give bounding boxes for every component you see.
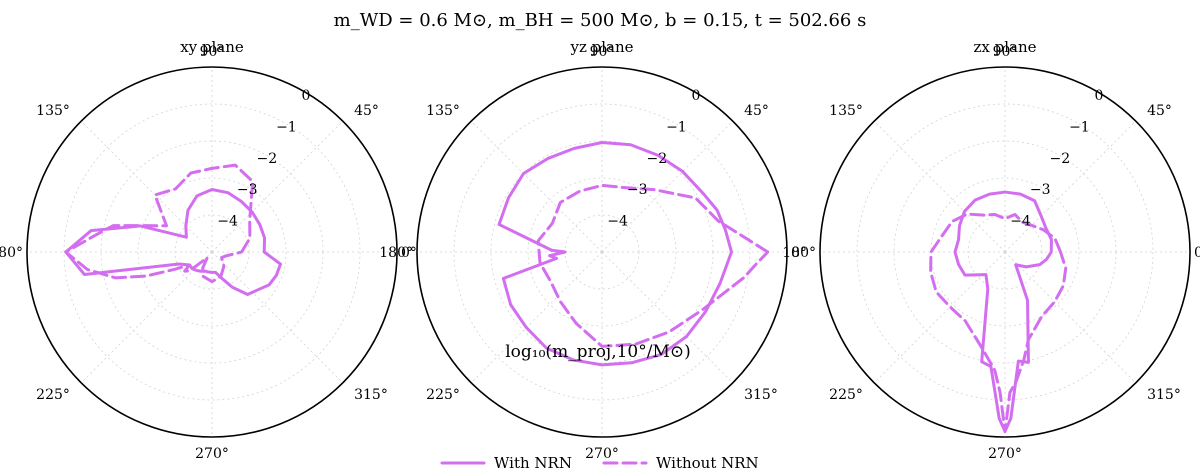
theta-tick-label: 0° xyxy=(401,245,417,261)
theta-tick-label: 270° xyxy=(195,446,229,462)
theta-tick-label: 315° xyxy=(354,387,388,403)
theta-tick-label: 180° xyxy=(782,245,816,261)
grid-ring xyxy=(137,177,287,327)
polar-panel-2: 0° 45° 90° 135° 180° 225° 270° 315° 0 −1 −2 −3 −4 yz … xyxy=(379,38,807,462)
series-line-with-nrn xyxy=(953,190,1053,433)
r-tick-label: −1 xyxy=(276,120,297,136)
radial-axis-label: log₁₀(m_proj,10°/M⊙) xyxy=(505,342,691,362)
panel-title: xy plane xyxy=(180,38,244,56)
series-line-with-nrn xyxy=(64,187,282,297)
series-line-with-nrn xyxy=(497,140,733,367)
theta-tick-label: 225° xyxy=(36,387,70,403)
theta-tick-label: 315° xyxy=(1147,387,1181,403)
legend: With NRN Without NRN xyxy=(440,454,759,468)
grid-ring xyxy=(856,103,1154,401)
theta-tick-label: 45° xyxy=(1147,103,1172,119)
polar-frame xyxy=(819,66,1191,438)
grid-spoke xyxy=(80,120,213,253)
polar-panels: 0° 45° 90° 135° 180° 225° 270° 315° 0 −1 −2 −3 −4 xy … xyxy=(0,38,1200,462)
r-tick-label: −4 xyxy=(217,214,238,230)
grid-spoke xyxy=(601,251,734,384)
panel-title: zx plane xyxy=(973,38,1036,56)
theta-tick-label: 90° xyxy=(993,44,1018,60)
theta-tick-label: 270° xyxy=(585,446,619,462)
theta-tick-label: 135° xyxy=(426,103,460,119)
theta-tick-label: 225° xyxy=(426,387,460,403)
legend-label-with-nrn: With NRN xyxy=(494,454,572,468)
grid-spoke xyxy=(470,120,603,253)
r-tick-label: −3 xyxy=(237,182,258,198)
polar-frame xyxy=(416,66,788,438)
theta-tick-label: 180° xyxy=(0,245,23,261)
theta-tick-label: 315° xyxy=(744,387,778,403)
theta-tick-label: 270° xyxy=(988,446,1022,462)
r-tick-label: −1 xyxy=(666,120,687,136)
r-tick-label: 0 xyxy=(692,88,701,104)
grid-spoke xyxy=(80,251,213,384)
theta-tick-label: 225° xyxy=(829,387,863,403)
theta-tick-label: 0° xyxy=(791,245,807,261)
grid-spoke xyxy=(211,120,344,253)
r-tick-label: −2 xyxy=(1049,151,1070,167)
theta-tick-label: 90° xyxy=(200,44,225,60)
grid-ring xyxy=(63,103,361,401)
r-tick-label: 0 xyxy=(302,88,311,104)
theta-tick-label: 45° xyxy=(354,103,379,119)
grid-spoke xyxy=(601,120,734,253)
grid-spoke xyxy=(470,251,603,384)
grid-spoke xyxy=(211,251,344,384)
series-line-without-nrn xyxy=(929,212,1068,433)
polar-panel-1: 0° 45° 90° 135° 180° 225° 270° 315° 0 −1 −2 −3 −4 xy … xyxy=(0,38,417,462)
theta-tick-label: 135° xyxy=(36,103,70,119)
polar-frame xyxy=(26,66,398,438)
r-tick-label: −3 xyxy=(627,182,648,198)
r-tick-label: 0 xyxy=(1095,88,1104,104)
r-tick-label: −2 xyxy=(646,151,667,167)
grid-ring xyxy=(930,177,1080,327)
theta-tick-label: 0° xyxy=(1194,245,1200,261)
r-tick-label: −3 xyxy=(1030,182,1051,198)
series-line-without-nrn xyxy=(536,183,770,348)
grid-spoke xyxy=(1004,120,1137,253)
grid-spoke xyxy=(1004,251,1137,384)
theta-tick-label: 45° xyxy=(744,103,769,119)
r-tick-label: −4 xyxy=(1010,214,1031,230)
polar-panel-3: 0° 45° 90° 135° 180° 225° 270° 315° 0 −1 −2 −3 −4 zx … xyxy=(782,38,1200,462)
grid-ring xyxy=(453,103,751,401)
theta-tick-label: 180° xyxy=(379,245,413,261)
grid-ring xyxy=(527,177,677,327)
grid-spoke xyxy=(873,120,1006,253)
r-tick-label: −2 xyxy=(256,151,277,167)
r-tick-label: −1 xyxy=(1069,120,1090,136)
theta-tick-label: 90° xyxy=(590,44,615,60)
series-line-without-nrn xyxy=(64,163,255,284)
panel-title: yz plane xyxy=(569,38,633,56)
theta-tick-label: 135° xyxy=(829,103,863,119)
r-tick-label: −4 xyxy=(607,214,628,230)
legend-label-without-nrn: Without NRN xyxy=(656,454,759,468)
figure-suptitle: m_WD = 0.6 M⊙, m_BH = 500 M⊙, b = 0.15, … xyxy=(334,10,867,31)
